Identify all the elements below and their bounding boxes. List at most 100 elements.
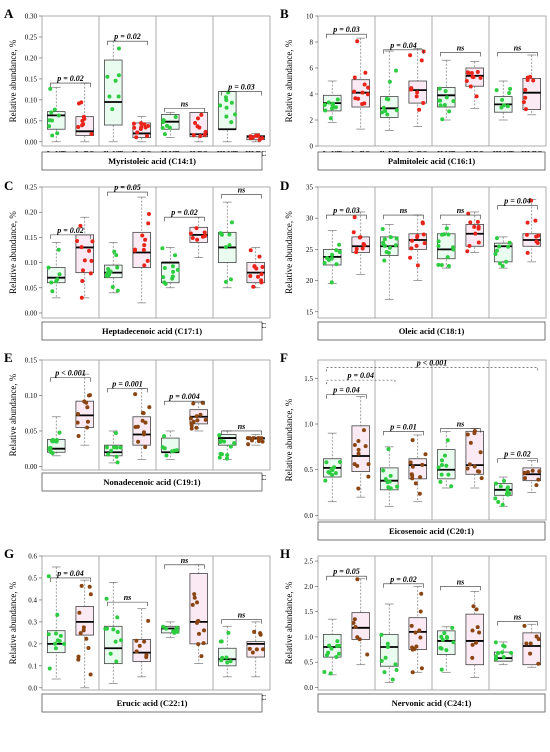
panel-label: D <box>280 178 289 193</box>
data-point <box>217 455 222 460</box>
data-point <box>471 604 476 609</box>
chart-title-box <box>41 472 263 492</box>
data-point <box>355 39 360 44</box>
data-point <box>386 447 391 452</box>
data-point <box>363 444 368 449</box>
data-point <box>81 628 86 633</box>
data-point <box>439 667 444 672</box>
data-point <box>174 448 179 453</box>
data-point <box>196 642 201 647</box>
data-point <box>442 103 447 108</box>
significance-label: ns <box>457 206 465 215</box>
significance-bracket <box>164 216 205 222</box>
significance-bracket <box>440 428 481 433</box>
data-point <box>229 220 234 225</box>
data-point <box>170 276 175 281</box>
data-point <box>356 447 361 452</box>
data-point <box>218 103 223 108</box>
data-point <box>388 473 393 478</box>
data-point <box>203 129 208 134</box>
data-point <box>522 470 527 475</box>
data-point <box>79 295 84 300</box>
data-point <box>494 248 499 253</box>
data-point <box>90 239 95 244</box>
data-point <box>327 643 332 648</box>
data-point <box>505 104 510 109</box>
data-point <box>420 220 425 225</box>
data-point <box>507 240 512 245</box>
significance-label: p = 0.02 <box>113 32 141 41</box>
data-point <box>422 241 427 246</box>
data-point <box>116 94 121 99</box>
data-point <box>408 87 413 92</box>
data-point <box>195 418 200 423</box>
data-point <box>418 475 423 480</box>
y-tick-label: 0.0 <box>304 684 313 692</box>
data-point <box>170 264 175 269</box>
data-point <box>232 441 237 446</box>
box-ii-nt <box>161 621 180 638</box>
data-point <box>192 595 197 600</box>
data-point <box>470 628 475 633</box>
data-point <box>75 420 80 425</box>
data-point <box>80 279 85 284</box>
data-point <box>133 392 138 397</box>
data-point <box>220 655 225 660</box>
chart-title: Palmitoleic acid (C16:1) <box>388 156 476 166</box>
data-point <box>525 77 530 82</box>
data-point <box>131 121 136 126</box>
y-tick-label: 0.5 <box>304 466 313 474</box>
y-tick-label: 0.05 <box>25 117 38 125</box>
y-axis-label: Relative abundance, % <box>284 398 294 481</box>
data-point <box>189 426 194 431</box>
data-point <box>247 646 252 651</box>
data-point <box>337 242 342 247</box>
data-point <box>188 416 193 421</box>
data-point <box>521 100 526 105</box>
data-point <box>352 443 357 448</box>
data-point <box>464 79 469 84</box>
data-point <box>380 110 385 115</box>
data-point <box>146 618 151 623</box>
significance-label: p = 0.02 <box>389 575 417 584</box>
data-point <box>56 113 61 118</box>
data-point <box>446 264 451 269</box>
iqr-box <box>408 617 427 650</box>
box-ii-ec <box>465 211 484 254</box>
data-point <box>257 254 262 259</box>
data-point <box>438 646 443 651</box>
data-point <box>167 125 172 130</box>
data-point <box>174 625 179 630</box>
data-point <box>498 484 503 489</box>
data-point <box>331 101 336 106</box>
data-point <box>358 235 363 240</box>
data-point <box>352 617 357 622</box>
data-point <box>116 46 121 51</box>
data-point <box>142 263 147 268</box>
data-point <box>55 612 60 617</box>
data-point <box>217 433 222 438</box>
significance-bracket <box>326 367 538 372</box>
data-point <box>504 259 509 264</box>
box-ia-ec <box>351 37 371 130</box>
data-point <box>160 246 165 251</box>
data-point <box>409 246 414 251</box>
data-point <box>450 625 455 630</box>
data-point <box>479 476 484 481</box>
y-tick-label: 0.1 <box>28 662 37 670</box>
data-point <box>474 94 479 99</box>
box-ii-nt <box>160 430 180 460</box>
data-point <box>115 265 120 270</box>
data-point <box>196 631 201 636</box>
data-point <box>336 651 341 656</box>
panel-label: A <box>4 6 14 21</box>
data-point <box>382 670 387 675</box>
data-point <box>88 592 93 597</box>
data-point <box>410 670 415 675</box>
data-point <box>198 134 203 139</box>
significance-label: ns <box>457 577 465 586</box>
box-ia-ec <box>75 216 95 300</box>
significance-bracket <box>107 191 148 197</box>
data-point <box>115 288 120 293</box>
data-point <box>328 116 333 121</box>
